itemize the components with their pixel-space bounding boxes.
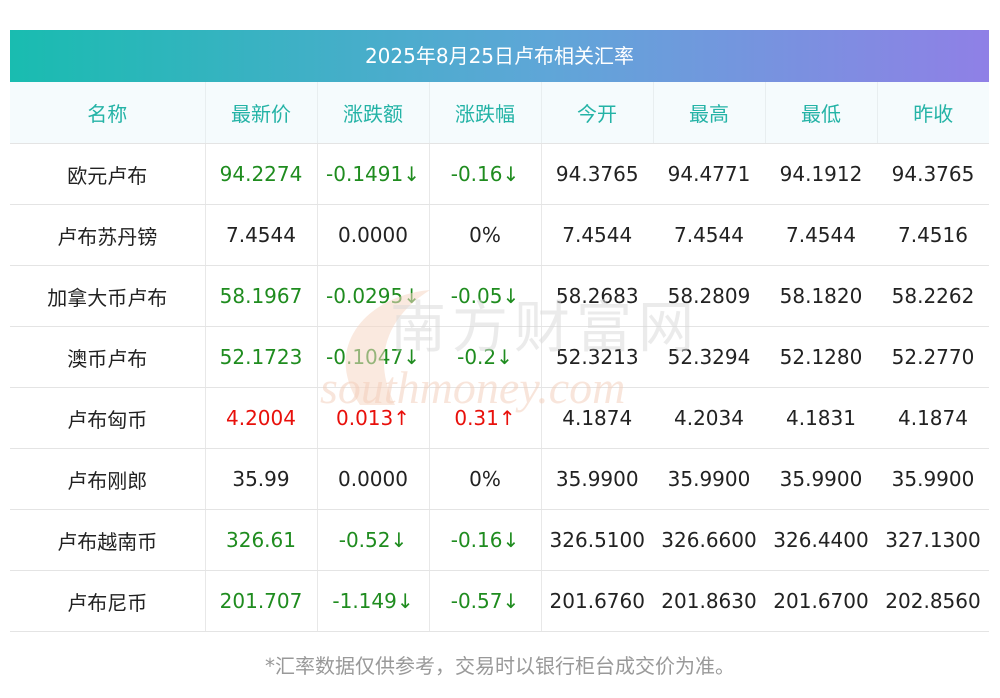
change-cell: 0.0000 [317,204,430,266]
last-price-cell: 7.4544 [205,204,318,266]
change-cell: -0.1047↓ [317,326,430,388]
last-price-cell: 201.707 [205,570,318,632]
last-price-cell: 35.99 [205,448,318,510]
high-price-cell: 4.2034 [653,387,765,449]
table-row: 欧元卢布 94.2274 -0.1491↓ -0.16↓ 94.3765 94.4771 9… [10,143,989,205]
low-price-cell: 326.4400 [765,509,877,571]
low-price-cell: 58.1820 [765,265,877,327]
rate-name-cell: 加拿大币卢布 [10,265,206,327]
change-cell: 0.013↑ [317,387,430,449]
rate-name-cell: 欧元卢布 [10,143,206,205]
change-cell: -0.52↓ [317,509,430,571]
table-row: 卢布尼币 201.707 -1.149↓ -0.57↓ 201.6760 201.8630… [10,570,989,632]
last-price-cell: 52.1723 [205,326,318,388]
prev-close-cell: 52.2770 [877,326,989,388]
col-header-name: 名称 [10,82,206,144]
prev-close-cell: 58.2262 [877,265,989,327]
high-price-cell: 94.4771 [653,143,765,205]
change-pct-cell: -0.05↓ [429,265,542,327]
last-price-cell: 94.2274 [205,143,318,205]
low-price-cell: 7.4544 [765,204,877,266]
rate-table: 名称 最新价 涨跌额 涨跌幅 今开 最高 最低 昨收 欧元卢布 94.2274 -0… [10,82,989,632]
rate-name-cell: 卢布匈币 [10,387,206,449]
table-row: 加拿大币卢布 58.1967 -0.0295↓ -0.05↓ 58.2683 58.280… [10,265,989,327]
open-price-cell: 35.9900 [541,448,653,510]
high-price-cell: 326.6600 [653,509,765,571]
change-cell: -0.0295↓ [317,265,430,327]
col-header-low: 最低 [765,82,878,144]
col-header-change-pct: 涨跌幅 [429,82,542,144]
open-price-cell: 326.5100 [541,509,653,571]
prev-close-cell: 202.8560 [877,570,989,632]
low-price-cell: 52.1280 [765,326,877,388]
header-row: 名称 最新价 涨跌额 涨跌幅 今开 最高 最低 昨收 [10,82,989,144]
table-row: 卢布越南币 326.61 -0.52↓ -0.16↓ 326.5100 326.6600 3… [10,509,989,571]
col-header-last: 最新价 [205,82,318,144]
open-price-cell: 94.3765 [541,143,653,205]
change-cell: 0.0000 [317,448,430,510]
change-pct-cell: 0% [429,448,542,510]
high-price-cell: 35.9900 [653,448,765,510]
prev-close-cell: 4.1874 [877,387,989,449]
rate-table-container: 2025年8月25日卢布相关汇率 名称 最新价 涨跌额 涨跌幅 今开 最高 最低… [10,30,989,632]
low-price-cell: 35.9900 [765,448,877,510]
table-row: 卢布刚郎 35.99 0.0000 0% 35.9900 35.9900 35.9900 35… [10,448,989,510]
low-price-cell: 94.1912 [765,143,877,205]
last-price-cell: 58.1967 [205,265,318,327]
high-price-cell: 201.8630 [653,570,765,632]
col-header-prev-close: 昨收 [877,82,989,144]
table-title: 2025年8月25日卢布相关汇率 [10,30,989,82]
footnote: *汇率数据仅供参考，交易时以银行柜台成交价为准。 [265,654,735,678]
open-price-cell: 58.2683 [541,265,653,327]
open-price-cell: 4.1874 [541,387,653,449]
change-cell: -1.149↓ [317,570,430,632]
table-row: 卢布匈币 4.2004 0.013↑ 0.31↑ 4.1874 4.2034 4.1831 4… [10,387,989,449]
high-price-cell: 7.4544 [653,204,765,266]
change-pct-cell: -0.57↓ [429,570,542,632]
change-cell: -0.1491↓ [317,143,430,205]
change-pct-cell: 0% [429,204,542,266]
change-pct-cell: -0.16↓ [429,509,542,571]
open-price-cell: 7.4544 [541,204,653,266]
change-pct-cell: 0.31↑ [429,387,542,449]
low-price-cell: 4.1831 [765,387,877,449]
high-price-cell: 52.3294 [653,326,765,388]
open-price-cell: 201.6760 [541,570,653,632]
rate-name-cell: 卢布苏丹镑 [10,204,206,266]
prev-close-cell: 7.4516 [877,204,989,266]
prev-close-cell: 35.9900 [877,448,989,510]
change-pct-cell: -0.2↓ [429,326,542,388]
table-row: 澳币卢布 52.1723 -0.1047↓ -0.2↓ 52.3213 52.3294 52… [10,326,989,388]
rate-name-cell: 卢布刚郎 [10,448,206,510]
rate-name-cell: 卢布越南币 [10,509,206,571]
open-price-cell: 52.3213 [541,326,653,388]
table-row: 卢布苏丹镑 7.4544 0.0000 0% 7.4544 7.4544 7.4544 7.4… [10,204,989,266]
col-header-high: 最高 [653,82,766,144]
prev-close-cell: 327.1300 [877,509,989,571]
change-pct-cell: -0.16↓ [429,143,542,205]
col-header-open: 今开 [541,82,654,144]
last-price-cell: 326.61 [205,509,318,571]
high-price-cell: 58.2809 [653,265,765,327]
rate-name-cell: 卢布尼币 [10,570,206,632]
low-price-cell: 201.6700 [765,570,877,632]
col-header-change: 涨跌额 [317,82,430,144]
last-price-cell: 4.2004 [205,387,318,449]
rate-name-cell: 澳币卢布 [10,326,206,388]
prev-close-cell: 94.3765 [877,143,989,205]
